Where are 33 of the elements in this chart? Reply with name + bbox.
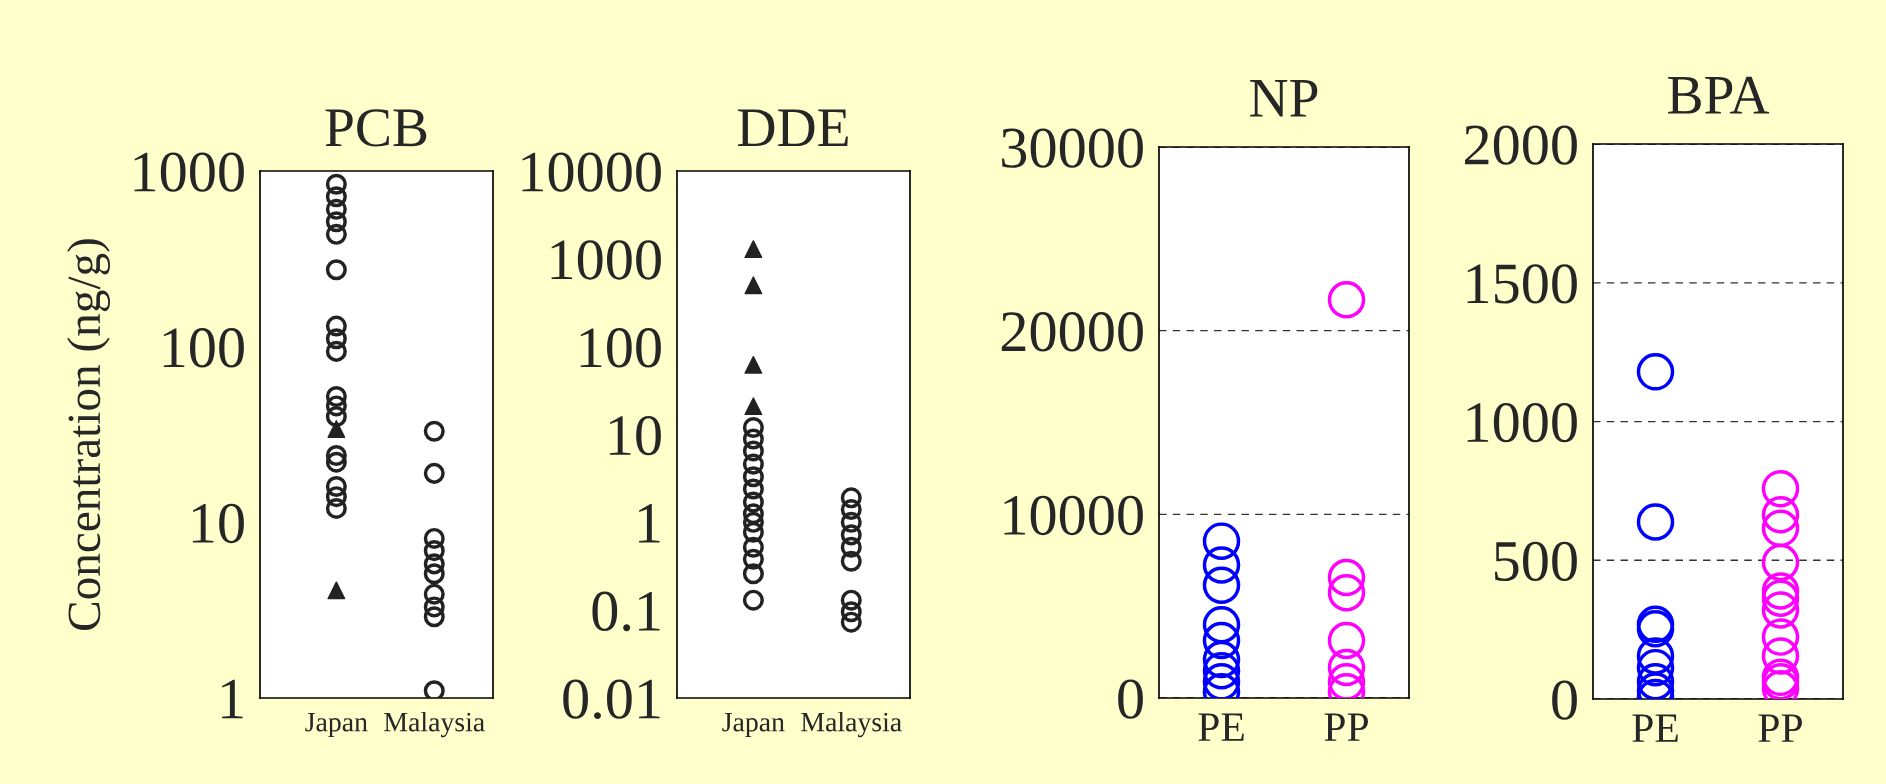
y-tick-label: 0.1 bbox=[592, 591, 660, 632]
x-tick-label: Malaysia bbox=[384, 711, 485, 738]
y-tick-label: 10000 bbox=[1004, 495, 1143, 536]
y-tick-label: 1 bbox=[222, 679, 243, 719]
x-tick-label: Japan bbox=[305, 712, 368, 738]
y-tick-label: 10 bbox=[609, 415, 661, 456]
x-tick-label: PE bbox=[1198, 713, 1244, 741]
y-tick-label: 2000 bbox=[1465, 125, 1577, 165]
chart-title: BPA bbox=[1668, 76, 1770, 114]
x-tick-label: Malaysia bbox=[801, 711, 902, 738]
y-tick-label: 10000 bbox=[522, 152, 661, 192]
y-tick-label: 1000 bbox=[1467, 402, 1577, 443]
y-tick-label: 20000 bbox=[1001, 312, 1143, 352]
x-tick-label: PP bbox=[1324, 713, 1369, 741]
y-tick-label: 1500 bbox=[1467, 264, 1577, 304]
y-tick-label: 100 bbox=[163, 328, 244, 368]
y-axis-title: Concentration (ng/g) bbox=[67, 239, 110, 630]
chart-title: PCB bbox=[325, 109, 427, 147]
x-tick-label: PP bbox=[1758, 714, 1803, 742]
x-tick-label: PE bbox=[1632, 714, 1678, 742]
y-tick-label: 0 bbox=[1118, 679, 1143, 719]
chart-title: DDE bbox=[738, 109, 848, 147]
y-tick-label: 100 bbox=[580, 328, 661, 368]
chart-title: NP bbox=[1250, 80, 1318, 117]
y-tick-label: 1 bbox=[639, 504, 660, 543]
y-tick-label: 0.01 bbox=[563, 679, 660, 720]
y-tick-label: 1000 bbox=[551, 240, 661, 280]
y-tick-label: 500 bbox=[1495, 541, 1577, 582]
y-tick-label: 1000 bbox=[134, 152, 244, 192]
y-tick-label: 30000 bbox=[1002, 128, 1143, 168]
y-tick-label: 0 bbox=[1552, 680, 1577, 720]
y-tick-label: 10 bbox=[192, 503, 244, 544]
x-tick-label: Japan bbox=[722, 712, 785, 738]
